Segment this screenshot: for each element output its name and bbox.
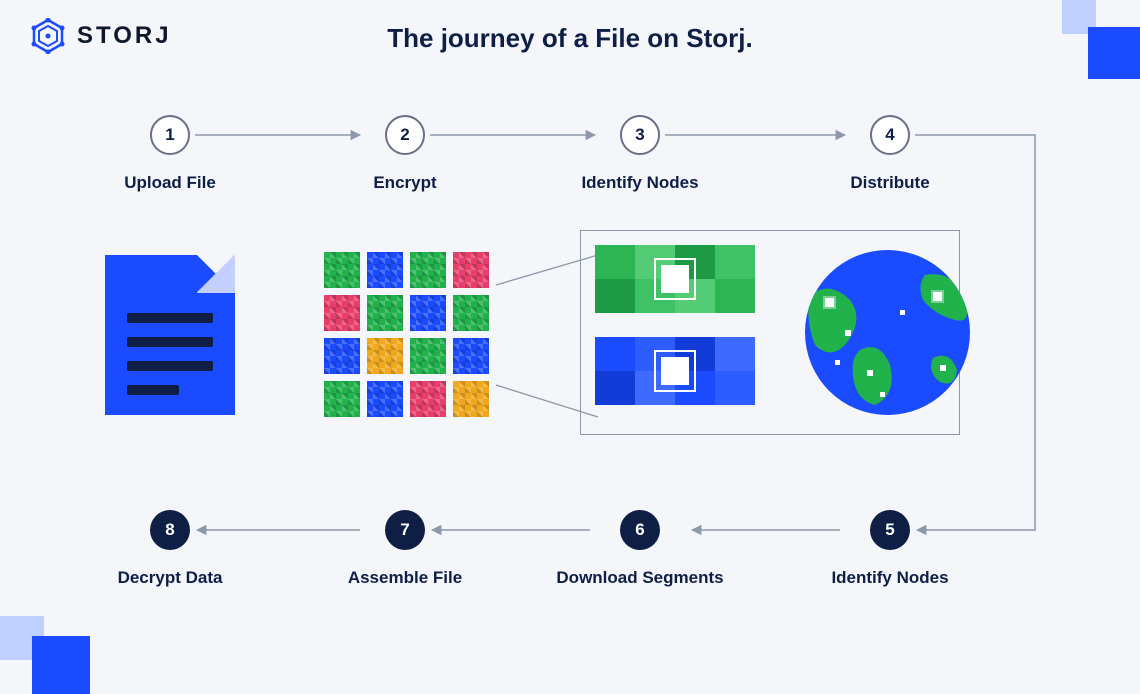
step-badge: 6 [620,510,660,550]
mosaic-tile [410,381,446,417]
step-label: Decrypt Data [115,568,225,588]
step-label: Download Segments [555,568,725,588]
globe-illustration [805,250,970,415]
step-label: Identify Nodes [580,173,700,193]
step-badge: 1 [150,115,190,155]
step-badge: 2 [385,115,425,155]
file-illustration [105,255,235,415]
step-badge: 8 [150,510,190,550]
step-3: 3 Identify Nodes [580,115,700,193]
mosaic-tile [324,338,360,374]
mosaic-tile [453,381,489,417]
step-1: 1 Upload File [120,115,220,193]
step-badge: 7 [385,510,425,550]
step-4: 4 Distribute [835,115,945,193]
step-badge: 3 [620,115,660,155]
step-7: 7 Assemble File [340,510,470,588]
mosaic-tile [367,338,403,374]
mosaic-tile [324,295,360,331]
mosaic-tile [453,295,489,331]
step-8: 8 Decrypt Data [115,510,225,588]
step-label: Identify Nodes [830,568,950,588]
encrypt-mosaic-illustration [324,252,489,417]
mosaic-tile [367,295,403,331]
step-label: Assemble File [340,568,470,588]
step-badge: 4 [870,115,910,155]
mosaic-tile [410,252,446,288]
step-label: Upload File [120,173,220,193]
mosaic-tile [453,252,489,288]
step-label: Encrypt [355,173,455,193]
step-5: 5 Identify Nodes [830,510,950,588]
mosaic-tile [324,381,360,417]
step-2: 2 Encrypt [355,115,455,193]
mosaic-tile [410,295,446,331]
mosaic-tile [324,252,360,288]
step-label: Distribute [835,173,945,193]
mosaic-tile [410,338,446,374]
mosaic-tile [453,338,489,374]
mosaic-tile [367,252,403,288]
diagram-stage: 1 Upload File 2 Encrypt 3 Identify Nodes… [80,115,1060,654]
step-6: 6 Download Segments [555,510,725,588]
step-badge: 5 [870,510,910,550]
mosaic-tile [367,381,403,417]
page-title: The journey of a File on Storj. [0,23,1140,54]
